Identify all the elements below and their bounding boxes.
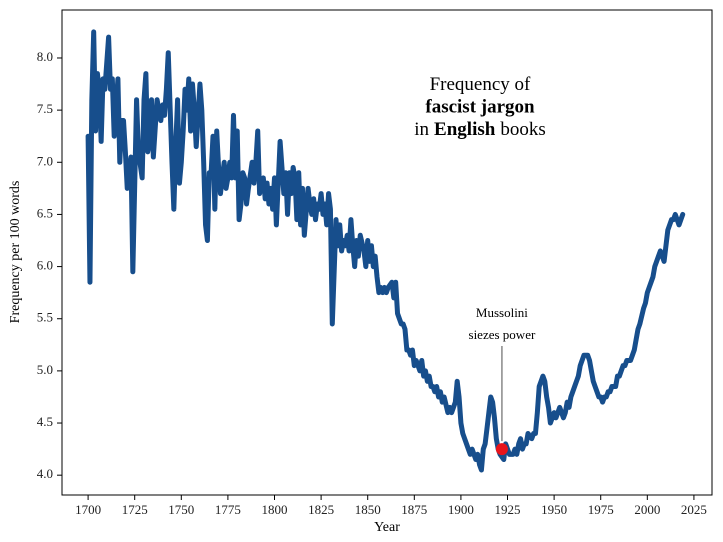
- data-line: [85, 29, 686, 473]
- title-segment: books: [500, 119, 545, 140]
- x-tick-label: 1700: [75, 502, 101, 517]
- chart-title: in English books: [414, 119, 545, 140]
- x-tick-label: 2025: [681, 502, 707, 517]
- y-tick-label: 8.0: [37, 49, 53, 64]
- x-tick-label: 1925: [495, 502, 521, 517]
- plot-frame: [61, 9, 713, 496]
- x-tick-label: 2000: [634, 502, 660, 517]
- title-segment: Frequency of: [430, 74, 531, 95]
- annotation-text: Mussolini: [476, 305, 528, 320]
- title-segment: in: [414, 119, 429, 140]
- annotation-text: siezes power: [469, 327, 536, 342]
- x-tick-label: 1725: [122, 502, 148, 517]
- x-tick-label: 1900: [448, 502, 474, 517]
- x-tick-label: 1950: [541, 502, 567, 517]
- x-tick-label: 1750: [168, 502, 194, 517]
- y-tick-label: 7.0: [37, 153, 53, 168]
- chart-title: Frequency of: [430, 74, 531, 95]
- x-tick-label: 1975: [588, 502, 614, 517]
- x-tick-label: 1800: [262, 502, 288, 517]
- title-segment: fascist jargon: [425, 97, 535, 118]
- x-tick-label: 1875: [401, 502, 427, 517]
- y-tick-label: 4.0: [37, 466, 53, 481]
- y-tick-label: 4.5: [37, 414, 53, 429]
- y-tick-label: 7.5: [37, 101, 53, 116]
- y-tick-label: 6.0: [37, 258, 53, 273]
- x-tick-label: 1825: [308, 502, 334, 517]
- chart-title: fascist jargon: [425, 97, 535, 118]
- y-tick-label: 5.0: [37, 362, 53, 377]
- title-segment: English: [434, 119, 496, 140]
- y-axis-label: Frequency per 100 words: [8, 181, 23, 324]
- y-tick-label: 5.5: [37, 310, 53, 325]
- x-axis-label: Year: [374, 520, 400, 535]
- x-tick-label: 1850: [355, 502, 381, 517]
- x-tick-label: 1775: [215, 502, 241, 517]
- y-tick-label: 6.5: [37, 205, 53, 220]
- annotation-point: [495, 443, 508, 456]
